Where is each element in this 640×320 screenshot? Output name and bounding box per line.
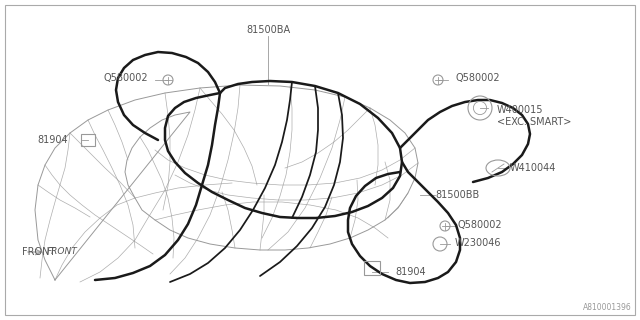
Text: 81904: 81904 [395,267,426,277]
Text: W410044: W410044 [510,163,556,173]
Text: Q580002: Q580002 [455,73,500,83]
Text: FRONT: FRONT [22,247,55,257]
Text: FRONT: FRONT [47,247,77,257]
Text: Q580002: Q580002 [104,73,148,83]
Text: 81904: 81904 [37,135,68,145]
Text: <EXC. SMART>: <EXC. SMART> [497,117,572,127]
Text: 81500BA: 81500BA [246,25,290,35]
Text: 81500BB: 81500BB [435,190,479,200]
Text: A810001396: A810001396 [583,303,632,312]
Text: Q580002: Q580002 [458,220,502,230]
Bar [81,134,95,146]
Text: W400015: W400015 [497,105,543,115]
Bar [364,261,380,275]
Text: W230046: W230046 [455,238,502,248]
